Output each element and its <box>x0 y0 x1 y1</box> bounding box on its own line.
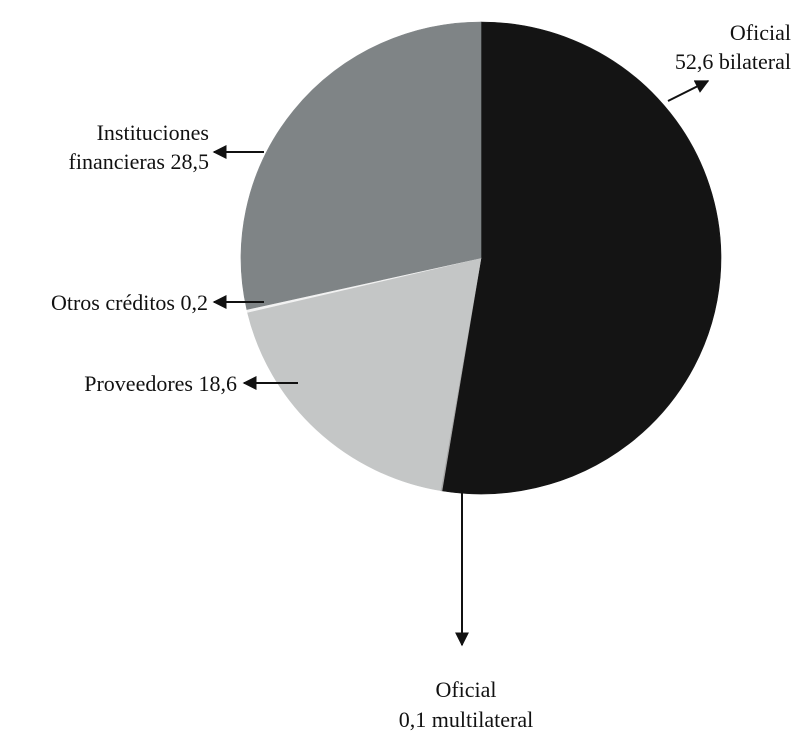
pie-slice <box>441 21 722 495</box>
pie-slices <box>240 21 722 495</box>
pie-slice <box>240 21 482 310</box>
slice-label: Otros créditos 0,2 <box>51 290 208 315</box>
slice-label: 52,6 bilateral <box>675 49 791 74</box>
pie-slice <box>247 257 482 491</box>
pie-labels: Oficial 52,6 bilateral Oficial 0,1 multilat… <box>51 20 791 732</box>
label-arrow <box>667 80 710 102</box>
slice-label: Instituciones <box>97 120 209 145</box>
slice-label: Oficial <box>435 677 496 702</box>
slice-label: financieras 28,5 <box>69 149 210 174</box>
slice-label: 0,1 multilateral <box>399 707 533 732</box>
slice-label: Proveedores 18,6 <box>84 371 237 396</box>
slice-label: Oficial <box>730 20 791 45</box>
